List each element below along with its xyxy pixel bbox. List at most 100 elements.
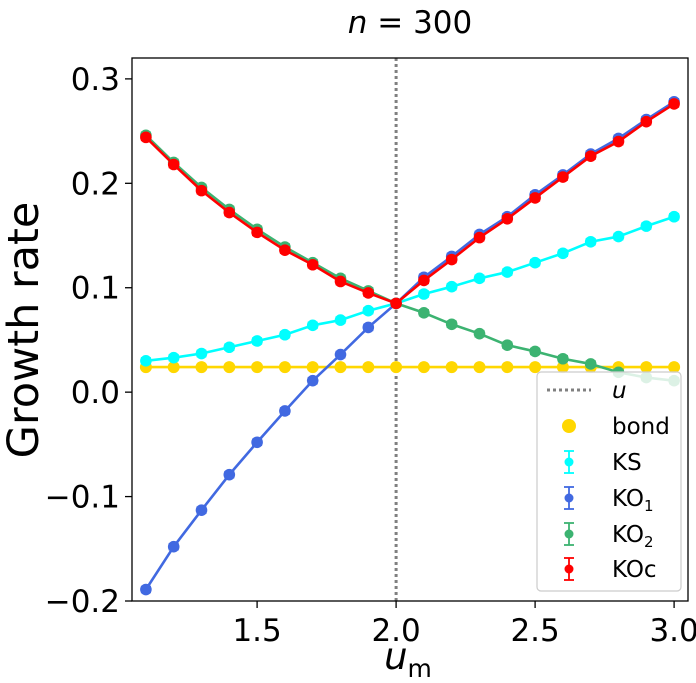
data-point-koc [640, 115, 653, 128]
data-point-bond [251, 361, 264, 374]
data-point-ks [473, 272, 486, 285]
data-point-koc [584, 150, 597, 162]
data-point-bond [278, 361, 291, 374]
y-axis: −0.2 −0.1 0.0 0.1 0.2 0.3 [45, 62, 132, 620]
data-point-bond [362, 361, 375, 374]
data-point-bond [445, 361, 458, 374]
chart-title: n = 300 [348, 5, 473, 41]
data-point-bond [501, 361, 514, 374]
data-point-ks [140, 355, 152, 367]
y-tick-label: 0.1 [71, 271, 120, 307]
series-koc [140, 98, 680, 310]
series-bond [139, 361, 681, 374]
data-point-ko1 [195, 504, 208, 516]
data-point-ko2 [418, 306, 430, 319]
data-point-ks [167, 351, 180, 364]
y-tick-label: 0.2 [71, 166, 120, 202]
data-point-ko1 [167, 540, 180, 553]
data-point-ks [334, 314, 347, 326]
data-point-koc [445, 253, 458, 266]
data-point-bond [306, 361, 319, 374]
data-point-ks [668, 210, 680, 223]
x-tick-label: 2.0 [371, 613, 420, 649]
data-point-koc [306, 258, 319, 271]
data-point-koc [557, 171, 569, 183]
data-point-bond [640, 361, 653, 374]
legend-label-u: u [612, 378, 627, 404]
data-point-ks [418, 288, 430, 300]
data-point-koc [418, 274, 430, 287]
data-point-bond [668, 361, 681, 374]
axes-frame [131, 57, 689, 602]
data-point-ko1 [279, 405, 291, 417]
data-point-koc [501, 213, 514, 225]
data-point-bond [390, 361, 403, 374]
data-point-bond [556, 361, 569, 374]
data-point-koc [473, 231, 486, 244]
data-point-koc [334, 275, 347, 288]
data-point-ks [279, 328, 291, 341]
data-point-bond [334, 361, 347, 374]
legend-marker-ko2 [564, 529, 574, 539]
data-point-koc [167, 158, 180, 171]
data-point-ks [612, 230, 625, 243]
data-point-bond [223, 361, 236, 374]
series-ks [140, 210, 680, 367]
data-point-bond [417, 361, 430, 374]
title-value: 300 [413, 5, 472, 41]
legend-marker-ko1 [564, 493, 574, 503]
y-axis-label: Growth rate [0, 202, 49, 459]
x-tick-label: 3.0 [649, 613, 696, 649]
data-point-ks [251, 335, 263, 347]
data-point-ks [306, 319, 319, 332]
data-point-ko1 [223, 468, 236, 481]
y-tick-label: −0.1 [45, 480, 120, 516]
data-point-ks [362, 304, 375, 317]
title-variable: n [348, 5, 368, 41]
data-point-ko2 [529, 345, 541, 358]
svg-text:n = 300: n = 300 [348, 5, 473, 41]
legend: u bond KS KO1 KO2 KOc [536, 371, 682, 592]
data-point-koc [279, 244, 291, 256]
y-tick-label: 0.3 [71, 62, 120, 98]
data-point-koc [140, 131, 152, 144]
data-point-ko2 [584, 358, 597, 370]
x-axis: 1.5 2.0 2.5 3.0 [232, 601, 696, 649]
series-line-koc [144, 102, 675, 305]
data-point-koc [529, 192, 541, 204]
data-point-ko2 [557, 352, 569, 365]
legend-marker-bond [562, 419, 576, 433]
data-point-ks [584, 235, 597, 248]
data-point-koc [251, 226, 263, 239]
legend-label-ko2: KO2 [612, 522, 653, 551]
data-point-ko1 [334, 348, 347, 361]
data-point-ks [501, 266, 514, 278]
legend-label-ko1: KO1 [612, 486, 653, 515]
title-equals: = [367, 5, 413, 41]
legend-label-koc: KOc [612, 557, 657, 583]
data-point-ko1 [140, 583, 152, 596]
data-point-ks [640, 220, 653, 232]
legend-frame [536, 371, 682, 592]
data-point-ko2 [445, 318, 458, 331]
x-axis-label-var: u [384, 635, 407, 678]
data-point-bond [473, 361, 486, 374]
data-point-ko2 [501, 339, 514, 351]
data-point-koc [612, 135, 625, 148]
data-point-koc [223, 206, 236, 219]
data-point-bond [529, 361, 542, 374]
legend-label-ks: KS [612, 450, 642, 476]
data-point-ks [557, 247, 569, 260]
y-tick-label: 0.0 [71, 375, 120, 411]
data-point-koc [668, 98, 680, 110]
y-tick-label: −0.2 [45, 584, 120, 620]
legend-marker-koc [564, 564, 574, 574]
legend-marker-ks [564, 457, 574, 467]
data-point-ks [195, 347, 208, 360]
data-point-bond [167, 361, 180, 374]
data-point-ko1 [362, 321, 375, 334]
data-point-ko1 [251, 436, 263, 449]
data-point-ko1 [306, 374, 319, 387]
data-point-ko2 [473, 327, 486, 340]
